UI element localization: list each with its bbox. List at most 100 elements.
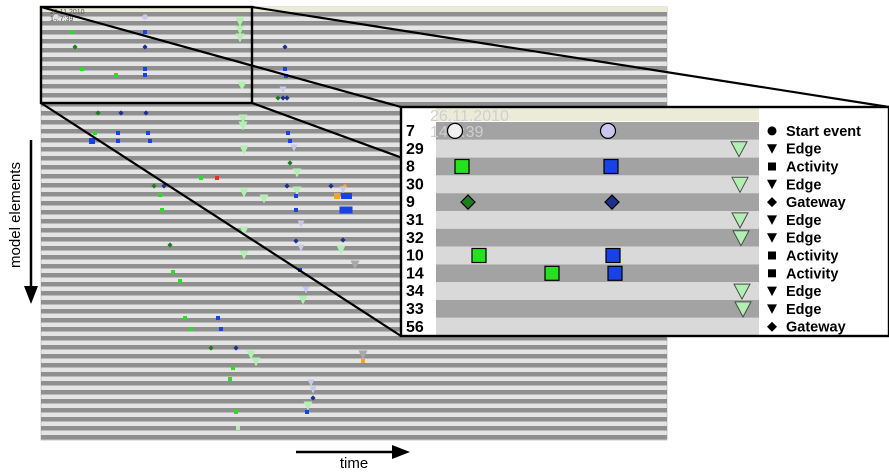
overview-activity-mark xyxy=(215,176,219,180)
zoom-activity-mark xyxy=(607,265,623,281)
overview-gateway-mark xyxy=(167,242,173,248)
zoom-panel: 26.11.2010 14:7:39 729830931321014343356… xyxy=(399,105,889,338)
overview-row-stripe xyxy=(41,291,667,296)
overview-activity-mark xyxy=(148,139,152,143)
overview-row-stripe xyxy=(41,111,667,116)
overview-activity-mark xyxy=(93,131,97,135)
zoom-activity-mark xyxy=(605,247,621,264)
overview-row-stripe xyxy=(41,39,667,44)
overview-row-stripe xyxy=(41,102,667,107)
overview-gateway-mark xyxy=(340,237,346,243)
x-axis-label: time xyxy=(340,455,368,472)
overview-row-stripe xyxy=(41,219,667,224)
zoom-row-stripe xyxy=(436,228,759,247)
overview-activity-mark xyxy=(70,30,74,34)
legend-activity-icon xyxy=(768,162,776,171)
zoom-row-label: 9 xyxy=(406,194,415,211)
y-axis-arrow-head xyxy=(24,286,38,304)
overview-edge-mark xyxy=(303,401,313,411)
overview-edge-mark xyxy=(297,220,305,228)
overview-activity-mark xyxy=(143,30,147,34)
legend-entry-label: Edge xyxy=(786,231,821,247)
zoom-row-label: 29 xyxy=(406,141,424,158)
zoom-row-stripe xyxy=(436,246,759,265)
legend-entry-label: Start event xyxy=(786,124,861,140)
overview-row-stripe xyxy=(41,228,667,233)
overview-edge-mark xyxy=(307,379,315,387)
overview-gateway-mark xyxy=(282,44,288,50)
overview-row-stripe xyxy=(41,345,667,350)
zoom-date: 26.11.2010 xyxy=(430,108,509,125)
overview-row-stripe xyxy=(41,273,667,278)
zoom-row-label: 31 xyxy=(406,212,424,229)
legend-entry-label: Activity xyxy=(786,266,838,282)
overview-activity-mark xyxy=(345,206,353,214)
overview-edge-mark xyxy=(259,194,269,204)
overview-gateway-mark xyxy=(208,345,214,351)
overview-edge-mark xyxy=(302,286,310,294)
overview-row-stripe xyxy=(41,165,667,170)
overview-row-stripe xyxy=(41,327,667,332)
overview-activity-mark xyxy=(189,327,193,331)
zoom-activity-mark xyxy=(471,247,487,264)
zoom-activity-mark xyxy=(454,158,470,175)
zoom-source-rect xyxy=(39,5,254,105)
overview-row-stripe xyxy=(41,363,667,368)
legend-edge-icon xyxy=(767,179,777,190)
overview-marks xyxy=(53,14,368,430)
legend-entry-label: Activity xyxy=(786,160,838,176)
overview-time: 14:7:39 xyxy=(50,16,73,23)
overview-edge-mark xyxy=(239,145,249,155)
overview-gateway-mark xyxy=(284,95,290,101)
zoom-row-label: 30 xyxy=(406,176,424,193)
zoom-marks xyxy=(446,122,752,318)
overview-row-stripe xyxy=(41,156,667,161)
overview-row-stripe xyxy=(41,417,667,422)
overview-edge-mark xyxy=(292,186,302,196)
overview-gateway-mark xyxy=(143,110,149,116)
overview-row-stripe xyxy=(41,354,667,359)
y-axis-label: model elements xyxy=(7,162,24,268)
overview-row-stripe xyxy=(41,399,667,404)
x-axis: time xyxy=(296,445,410,472)
zoom-start-event-mark xyxy=(446,122,464,139)
overview-edge-mark xyxy=(246,350,256,360)
zoom-rows xyxy=(436,122,759,336)
overview-row-stripe xyxy=(41,48,667,53)
overview-activity-mark xyxy=(228,377,232,381)
zoom-activity-mark xyxy=(603,158,619,175)
overview-gateway-mark xyxy=(280,95,286,101)
overview-activity-mark xyxy=(219,327,223,331)
legend-gateway-icon xyxy=(767,321,777,332)
zoom-row-label: 32 xyxy=(406,230,424,247)
overview-edge-mark xyxy=(279,86,287,94)
overview-row-stripe xyxy=(41,93,667,98)
overview-activity-mark xyxy=(178,279,182,283)
legend-entry-label: Edge xyxy=(786,284,821,300)
zoom-row-stripe xyxy=(436,300,759,318)
overview-activity-mark xyxy=(143,73,147,77)
overview-start-event-mark xyxy=(142,14,148,20)
legend-edge-icon xyxy=(767,233,777,243)
overview-row-stripe xyxy=(41,147,667,152)
overview-activity-mark xyxy=(294,208,298,212)
overview-edge-mark xyxy=(237,81,247,91)
legend-start-event-icon xyxy=(767,126,777,136)
overview-edge-mark xyxy=(235,17,245,27)
overview-gateway-mark xyxy=(284,183,290,189)
legend-gateway-icon xyxy=(767,197,777,208)
zoom-row-stripe xyxy=(436,122,759,140)
overview-activity-mark xyxy=(80,67,84,71)
zoom-frame xyxy=(399,105,889,338)
overview-header-strip xyxy=(41,7,667,12)
zoom-edge-mark xyxy=(731,176,749,194)
overview-row-stripe xyxy=(41,84,667,89)
overview-activity-mark xyxy=(158,193,162,197)
overview-edge-mark xyxy=(350,260,360,270)
overview-activity-mark xyxy=(341,193,347,199)
overview-edge-mark xyxy=(239,250,249,260)
overview-activity-mark xyxy=(146,131,150,135)
overview-row-stripe xyxy=(41,201,667,206)
overview-row-stripe xyxy=(41,372,667,377)
overview-activity-mark xyxy=(116,131,120,135)
